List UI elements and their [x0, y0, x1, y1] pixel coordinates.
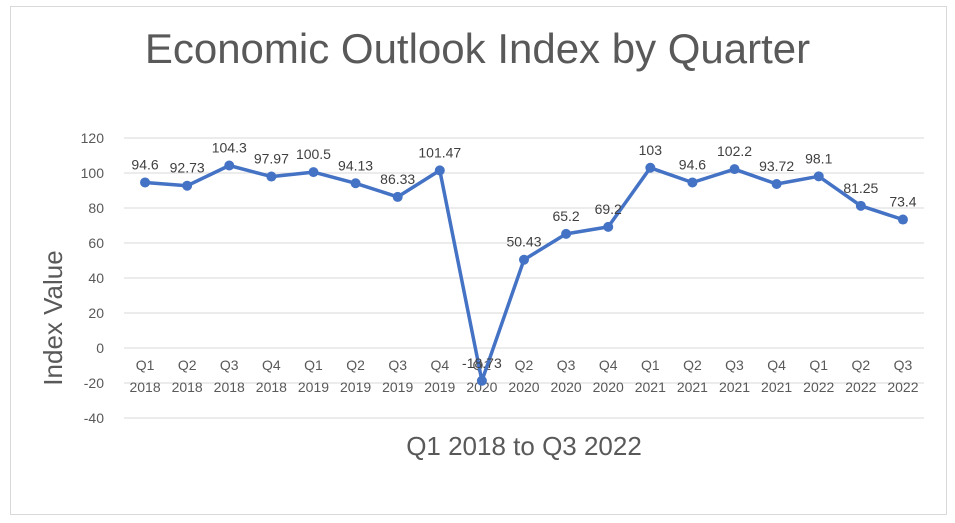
x-category-year: 2022 — [845, 379, 876, 395]
chart-frame — [10, 6, 947, 515]
x-category-year: 2019 — [298, 379, 329, 395]
data-label: 69.2 — [595, 201, 622, 217]
data-label: 101.47 — [418, 144, 461, 160]
y-tick-label: 80 — [88, 200, 104, 216]
x-category-quarter: Q2 — [683, 357, 702, 373]
x-category-quarter: Q1 — [641, 357, 660, 373]
x-category-quarter: Q3 — [388, 357, 407, 373]
data-labels: 94.6 92.73 104.3 97.97 100.5 94.13 86.33101.47… — [131, 139, 916, 370]
data-label: 102.2 — [717, 143, 752, 159]
x-category-quarter: Q4 — [767, 357, 786, 373]
data-point — [645, 162, 656, 173]
data-label: 104.3 — [212, 139, 247, 155]
x-category-quarter: Q2 — [851, 357, 870, 373]
data-label: 94.6 — [679, 156, 706, 172]
data-point — [392, 191, 403, 202]
x-axis-title: Q1 2018 to Q3 2022 — [406, 431, 642, 461]
data-point — [519, 254, 529, 265]
data-label: 73.4 — [889, 194, 916, 210]
y-tick-label: -40 — [84, 410, 104, 426]
data-point — [224, 160, 235, 171]
y-tick-label: 40 — [88, 270, 104, 286]
x-category-year: 2021 — [635, 379, 666, 395]
y-tick-label: -20 — [84, 375, 104, 391]
y-axis-ticks: -40 -20 0 20 40 60 80 100 120 — [81, 130, 105, 426]
x-category-quarter: Q3 — [894, 357, 913, 373]
data-label: 94.13 — [338, 157, 373, 173]
x-category-quarter: Q4 — [599, 357, 618, 373]
x-category-year: 2021 — [761, 379, 792, 395]
data-label: 93.72 — [759, 158, 794, 174]
x-category-quarter: Q4 — [262, 357, 281, 373]
x-category-year: 2021 — [677, 379, 708, 395]
data-label: 94.6 — [131, 156, 158, 172]
x-category-year: 2018 — [129, 379, 160, 395]
data-label: 86.33 — [380, 171, 415, 187]
x-category-quarter: Q2 — [178, 357, 197, 373]
y-axis-title: Index Value — [38, 250, 68, 385]
x-category-year: 2018 — [172, 379, 203, 395]
data-point — [687, 177, 698, 188]
data-point — [897, 214, 908, 225]
data-label: 65.2 — [552, 208, 579, 224]
y-tick-label: 100 — [81, 165, 105, 181]
data-point — [771, 178, 782, 189]
x-axis-categories: Q1 2018 Q2 2018 Q3 2018 Q4 2018 Q1 2019 Q2 2019 Q3 20… — [129, 357, 918, 395]
data-point — [729, 164, 740, 175]
data-point — [266, 171, 277, 182]
series-line — [143, 163, 905, 383]
data-label: -18.73 — [462, 355, 502, 371]
data-point — [140, 177, 151, 188]
x-category-year: 2020 — [508, 379, 539, 395]
data-point — [350, 178, 361, 189]
data-label: 97.97 — [254, 151, 289, 167]
data-point — [603, 221, 614, 232]
x-category-quarter: Q3 — [725, 357, 744, 373]
x-category-quarter: Q1 — [304, 357, 323, 373]
y-tick-label: 120 — [81, 130, 105, 146]
chart-title: Economic Outlook Index by Quarter — [144, 25, 811, 72]
x-category-quarter: Q2 — [346, 357, 365, 373]
data-label: 103 — [639, 142, 663, 158]
y-tick-label: 0 — [96, 340, 104, 356]
x-category-year: 2019 — [340, 379, 371, 395]
series-markers — [140, 160, 908, 386]
data-point — [855, 200, 866, 211]
x-category-year: 2021 — [719, 379, 750, 395]
data-point — [476, 375, 487, 386]
data-point — [308, 167, 319, 178]
data-label: 98.1 — [805, 150, 832, 166]
x-category-quarter: Q1 — [136, 357, 155, 373]
data-label: 50.43 — [506, 234, 541, 250]
x-category-year: 2019 — [382, 379, 413, 395]
x-category-year: 2018 — [214, 379, 245, 395]
x-category-year: 2020 — [551, 379, 582, 395]
data-point — [813, 171, 824, 182]
data-label: 100.5 — [296, 146, 331, 162]
y-tick-label: 20 — [88, 305, 104, 321]
x-category-year: 2020 — [593, 379, 624, 395]
x-category-quarter: Q2 — [515, 357, 534, 373]
x-category-quarter: Q1 — [809, 357, 828, 373]
x-category-year: 2022 — [803, 379, 834, 395]
x-category-year: 2018 — [256, 379, 287, 395]
data-label: 92.73 — [170, 160, 205, 176]
x-category-year: 2022 — [887, 379, 918, 395]
x-category-quarter: Q3 — [557, 357, 576, 373]
x-category-quarter: Q4 — [430, 357, 449, 373]
series-polyline — [143, 163, 905, 383]
x-category-year: 2020 — [466, 379, 497, 395]
x-category-year: 2019 — [424, 379, 455, 395]
y-tick-label: 60 — [88, 235, 104, 251]
gridlines — [124, 137, 924, 419]
data-label: 81.25 — [843, 180, 878, 196]
data-point — [182, 180, 193, 191]
x-category-quarter: Q3 — [220, 357, 239, 373]
data-point — [434, 165, 445, 176]
data-point — [561, 228, 572, 239]
